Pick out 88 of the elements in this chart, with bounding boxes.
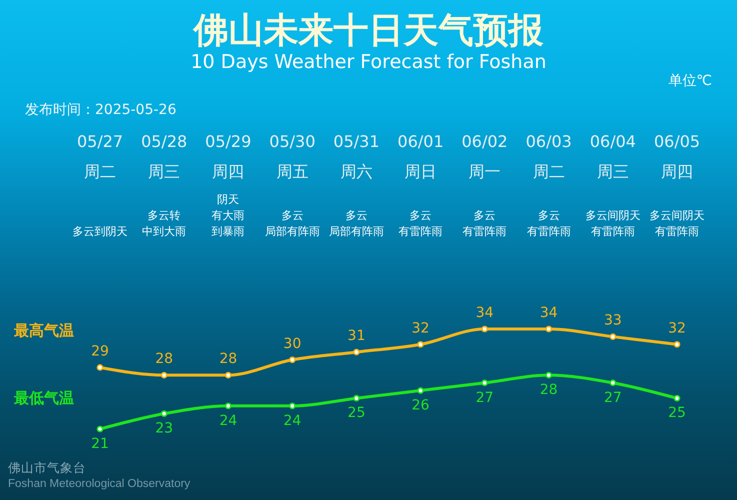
text: 到暴雨 [212, 225, 245, 238]
text: 周三 [596, 162, 629, 181]
text: 周一 [468, 162, 501, 181]
x-tick-label: 05/30 [269, 132, 316, 151]
text: 发布时间：2025-05-26 [25, 102, 176, 118]
point [481, 380, 488, 386]
point [160, 410, 168, 417]
data-label: 27 [604, 390, 622, 406]
text: 有雷阵雨 [655, 225, 699, 238]
data-label: 28 [219, 351, 238, 368]
text: 多云 [345, 209, 368, 222]
text: 多云转 [148, 209, 181, 222]
point [353, 348, 360, 356]
x-tick-label: 06/05 [654, 132, 700, 151]
data-label: 34 [476, 305, 494, 321]
text: 多云 [538, 209, 560, 222]
text: 多云 [281, 209, 304, 222]
point [96, 426, 104, 432]
text: 多云 [474, 209, 496, 222]
text: 最高气温 [13, 321, 74, 340]
point [674, 341, 680, 348]
text: 多云到阴天 [72, 225, 128, 238]
text: 有雷阵雨 [462, 225, 507, 238]
data-label: 33 [604, 312, 622, 329]
data-label: 24 [219, 412, 238, 429]
text: 周四 [661, 162, 693, 181]
data-label: 31 [348, 328, 366, 344]
point [224, 372, 232, 378]
text: 有雷阵雨 [526, 225, 571, 238]
text: 佛山市气象台 [8, 460, 86, 475]
y-axis-title: 单位℃ [668, 73, 712, 89]
point [224, 402, 232, 410]
data-label: 25 [348, 405, 366, 422]
chart-title: 佛山未来十日天气预报 [192, 11, 544, 51]
x-tick-label: 06/02 [462, 132, 508, 151]
data-label: 24 [283, 412, 302, 429]
point [353, 394, 360, 402]
point [610, 380, 616, 386]
data-label: 30 [283, 336, 302, 352]
data-label: 21 [91, 436, 109, 452]
text: 周二 [84, 162, 116, 181]
data-label: 32 [668, 320, 686, 336]
point [481, 326, 488, 332]
text: 周三 [148, 162, 180, 181]
x-tick-label: 05/28 [141, 132, 188, 151]
text: 阴天 [217, 193, 240, 206]
data-label: 25 [668, 405, 686, 422]
text: 周二 [532, 162, 565, 181]
text: 有大雨 [212, 209, 245, 222]
point [545, 372, 552, 378]
data-label: 27 [476, 390, 494, 406]
point [610, 333, 616, 340]
point [160, 372, 168, 378]
data-label: 23 [155, 420, 174, 437]
point [674, 394, 680, 402]
point [417, 341, 424, 348]
x-tick-label: 05/29 [205, 132, 252, 151]
x-tick-label: 05/27 [76, 132, 124, 151]
point [289, 402, 296, 410]
text: 局部有阵雨 [264, 225, 320, 238]
chart-subtitle: 10 Days Weather Forecast for Foshan [190, 51, 546, 73]
text: 有雷阵雨 [398, 225, 443, 238]
data-label: 29 [91, 343, 109, 360]
data-label: 28 [155, 351, 174, 368]
data-label: 34 [540, 305, 558, 321]
text: 局部有阵雨 [328, 225, 384, 238]
x-tick-label: 06/03 [526, 132, 572, 151]
text: 最低气温 [13, 389, 74, 407]
text: 周四 [212, 162, 244, 181]
x-tick-label: 05/31 [333, 132, 380, 151]
data-label: 32 [412, 320, 430, 336]
point [96, 364, 104, 371]
text: 多云间阴天 [650, 209, 704, 222]
point [417, 387, 424, 394]
text: 多云 [410, 209, 432, 222]
point [289, 356, 296, 364]
point [545, 326, 552, 332]
x-tick-label: 06/04 [590, 132, 636, 151]
x-tick-label: 06/01 [398, 132, 444, 151]
text: 周日 [404, 162, 437, 181]
data-label: 26 [412, 398, 430, 414]
text: 有雷阵雨 [590, 225, 635, 238]
text: Foshan Meteorological Observatory [8, 478, 190, 490]
text: 多云间阴天 [585, 209, 640, 222]
data-label: 28 [540, 382, 558, 398]
text: 周五 [276, 162, 308, 181]
text: 周六 [340, 162, 372, 181]
text: 中到大雨 [142, 225, 186, 238]
